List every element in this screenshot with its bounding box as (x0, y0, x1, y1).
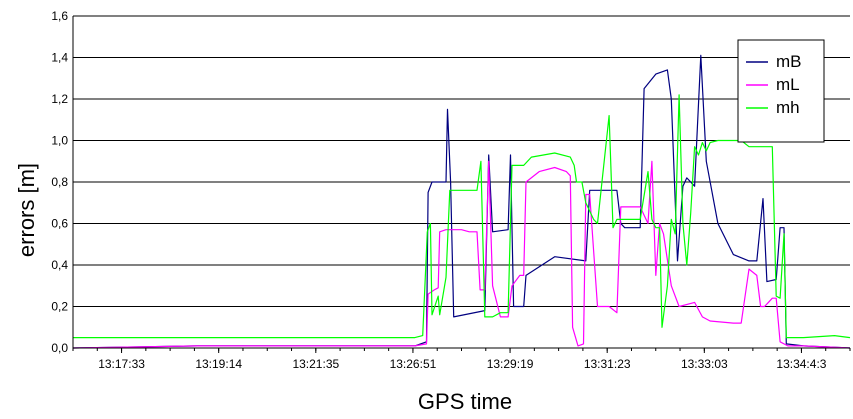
y-tick-label: 0,2 (51, 300, 68, 314)
series-line-mh (73, 94, 851, 339)
x-tick-label: 13:33:03 (681, 357, 728, 371)
x-tick-label: 13:34:4:3 (776, 357, 826, 371)
y-tick-label: 1,2 (51, 92, 68, 106)
x-tick-label: 13:19:14 (195, 357, 242, 371)
x-tick-labels: 13:17:33 13:19:14 13:21:35 13:26:51 13:29:19… (98, 357, 827, 371)
series-line-mL (72, 160, 851, 349)
x-tick-label: 13:29:19 (487, 357, 534, 371)
legend-box (737, 39, 825, 143)
y-axis-title: errors [m] (14, 163, 39, 257)
axes (72, 16, 851, 353)
y-tick-label: 1,6 (51, 9, 68, 23)
series-line-mB (72, 54, 851, 349)
y-tick-label: 0,8 (51, 175, 68, 189)
legend-label-mh: mh (776, 98, 800, 117)
x-tick-label: 13:31:23 (584, 357, 631, 371)
y-tick-labels: 0,0 0,2 0,4 0,6 0,8 1,0 1,2 1,4 1,6 (51, 9, 68, 355)
x-tick-label: 13:17:33 (98, 357, 145, 371)
y-tick-label: 1,4 (51, 51, 68, 65)
legend-label-mB: mB (776, 52, 802, 71)
series-lines (72, 54, 851, 349)
y-tick-label: 0,0 (51, 341, 68, 355)
y-tick-label: 0,6 (51, 217, 68, 231)
y-tick-label: 1,0 (51, 134, 68, 148)
legend: mB mL mh (737, 39, 825, 143)
x-axis-title: GPS time (418, 389, 512, 414)
x-tick-label: 13:21:35 (292, 357, 339, 371)
y-tick-label: 0,4 (51, 258, 68, 272)
legend-label-mL: mL (776, 75, 800, 94)
gridlines (73, 15, 850, 349)
x-tick-label: 13:26:51 (390, 357, 437, 371)
